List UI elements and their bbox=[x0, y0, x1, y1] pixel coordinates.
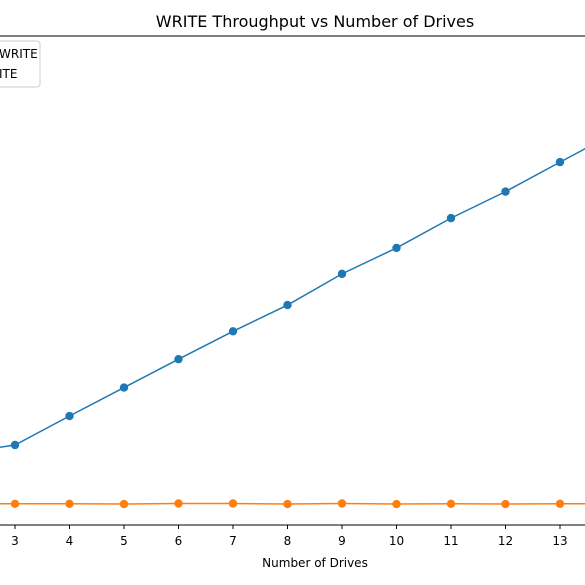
x-tick-label: 13 bbox=[552, 534, 567, 548]
series-2-point bbox=[446, 499, 456, 508]
x-axis: 3 4 5 6 7 8 9 10 11 12 13 bbox=[11, 525, 568, 548]
series-1-point bbox=[392, 243, 401, 253]
series-2-point bbox=[65, 499, 74, 508]
x-tick-label: 5 bbox=[120, 534, 128, 548]
series-1-point bbox=[174, 354, 183, 364]
series-1-point bbox=[501, 187, 510, 196]
series-1-line bbox=[0, 147, 585, 449]
x-tick-label: 3 bbox=[11, 534, 19, 548]
legend-entry-1-label: WRITE bbox=[0, 47, 38, 61]
series-1-point bbox=[65, 411, 74, 421]
legend: WRITE ITE bbox=[0, 40, 41, 88]
series-2-point bbox=[392, 499, 401, 509]
x-tick-label: 4 bbox=[66, 534, 74, 548]
legend-entry-2-label: ITE bbox=[0, 67, 17, 81]
series-1-point bbox=[446, 213, 456, 223]
x-tick-label: 7 bbox=[229, 534, 237, 548]
plot-area bbox=[0, 35, 585, 526]
series-2-point bbox=[174, 499, 183, 508]
series-1-point bbox=[119, 383, 129, 392]
series-2-point bbox=[337, 499, 347, 508]
x-tick-label: 12 bbox=[498, 534, 513, 548]
series-2-point bbox=[10, 499, 20, 508]
x-axis-label: Number of Drives bbox=[262, 556, 368, 570]
legend-box bbox=[0, 40, 41, 88]
series-2-point bbox=[283, 499, 292, 509]
series-1-point bbox=[228, 327, 238, 336]
chart-title: WRITE Throughput vs Number of Drives bbox=[156, 12, 474, 31]
series-2-point bbox=[119, 499, 129, 509]
series-2-point bbox=[555, 499, 565, 508]
series-2-line bbox=[0, 502, 585, 505]
series-2-point bbox=[228, 499, 238, 508]
series-1-point bbox=[283, 300, 292, 310]
x-tick-label: 11 bbox=[443, 534, 458, 548]
x-tick-label: 6 bbox=[175, 534, 183, 548]
series-1-point bbox=[10, 440, 20, 450]
x-tick-label: 10 bbox=[389, 534, 404, 548]
series-2-point bbox=[501, 499, 510, 509]
series-1-point bbox=[555, 157, 565, 167]
x-tick-label: 8 bbox=[284, 534, 292, 548]
x-tick-label: 9 bbox=[338, 534, 346, 548]
series-1-point bbox=[337, 269, 347, 279]
